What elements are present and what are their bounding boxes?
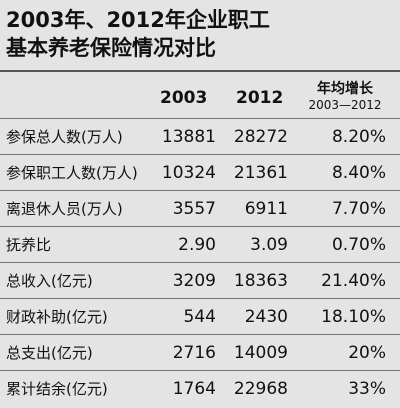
value-2012: 2430 <box>244 307 288 327</box>
growth: 7.70% <box>331 199 386 219</box>
value-2003: 3557 <box>172 199 216 219</box>
table-row: 总收入(亿元) 3209 18363 21.40% <box>0 262 400 299</box>
growth: 8.20% <box>331 127 386 147</box>
growth: 20% <box>348 343 386 363</box>
value-2003: 10324 <box>161 163 216 183</box>
table-row: 抚养比 2.90 3.09 0.70% <box>0 226 400 263</box>
row-label: 参保总人数(万人) <box>6 128 123 146</box>
value-2003: 3209 <box>172 271 216 291</box>
value-2003: 544 <box>183 307 216 327</box>
row-label: 抚养比 <box>6 236 52 254</box>
value-2012: 3.09 <box>250 235 288 255</box>
value-2012: 22968 <box>233 379 288 399</box>
table-row: 参保总人数(万人) 13881 28272 8.20% <box>0 118 400 155</box>
table-row: 财政补助(亿元) 544 2430 18.10% <box>0 298 400 335</box>
table-row: 离退休人员(万人) 3557 6911 7.70% <box>0 190 400 227</box>
value-2012: 21361 <box>233 163 288 183</box>
table-row: 累计结余(亿元) 1764 22968 33% <box>0 370 400 407</box>
value-2012: 18363 <box>233 271 288 291</box>
value-2003: 13881 <box>161 127 216 147</box>
row-label: 离退休人员(万人) <box>6 200 123 218</box>
value-2003: 2.90 <box>178 235 216 255</box>
column-header: 2003 <box>160 88 208 108</box>
row-label: 总支出(亿元) <box>6 344 93 362</box>
row-label: 财政补助(亿元) <box>6 308 108 326</box>
header-row: 2003 2012 年均增长 2003—2012 <box>0 70 400 120</box>
title-line: 基本养老保险情况对比 <box>6 36 216 60</box>
value-2012: 14009 <box>233 343 288 363</box>
row-label: 总收入(亿元) <box>6 272 93 290</box>
column-subheader: 2003—2012 <box>308 98 382 112</box>
value-2003: 1764 <box>172 379 216 399</box>
table-row: 总支出(亿元) 2716 14009 20% <box>0 334 400 371</box>
column-header: 2012 <box>236 88 284 108</box>
growth: 8.40% <box>331 163 386 183</box>
growth: 0.70% <box>331 235 386 255</box>
column-header: 年均增长 <box>317 81 373 97</box>
row-label: 累计结余(亿元) <box>6 380 108 398</box>
growth: 21.40% <box>321 271 386 291</box>
table-row: 参保职工人数(万人) 10324 21361 8.40% <box>0 154 400 191</box>
row-label: 参保职工人数(万人) <box>6 164 138 182</box>
title-line: 2003年、2012年企业职工 <box>6 8 270 32</box>
value-2012: 28272 <box>233 127 288 147</box>
growth: 18.10% <box>321 307 386 327</box>
value-2012: 6911 <box>244 199 288 219</box>
growth: 33% <box>348 379 386 399</box>
value-2003: 2716 <box>172 343 216 363</box>
